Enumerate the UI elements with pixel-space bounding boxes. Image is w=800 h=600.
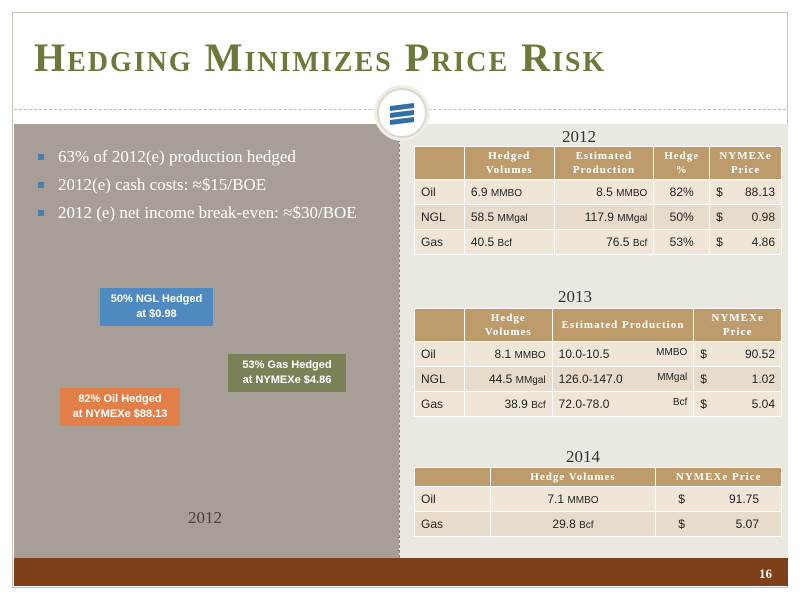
- logo-icon: [390, 103, 414, 125]
- price-cell: $5.07: [655, 511, 782, 537]
- table-header-cell: Hedge Volumes: [463, 308, 553, 342]
- production-cell: 72.0-78.0 Bcf: [551, 391, 695, 417]
- hedge-pct-cell: 53%: [653, 229, 711, 255]
- production-cell: 76.5 Bcf: [553, 229, 655, 255]
- bullet-text: 2012(e) cash costs: ≈$15/BOE: [58, 175, 267, 194]
- price-cell: $4.86: [709, 229, 782, 255]
- table-header-cell: Hedge Volumes: [489, 467, 657, 487]
- bullet-text: 63% of 2012(e) production hedged: [58, 147, 296, 166]
- callout-line: 50% NGL Hedged: [110, 293, 203, 305]
- table-2012-year: 2012: [562, 127, 596, 146]
- bullet-list: 63% of 2012(e) production hedged 2012(e)…: [36, 146, 376, 230]
- volume-cell: 29.8 Bcf: [489, 511, 657, 537]
- bullet-item: 63% of 2012(e) production hedged: [36, 146, 376, 168]
- table-header-row: Hedge Volumes NYMEXe Price: [414, 467, 782, 487]
- hedge-pct-cell: 82%: [653, 179, 711, 205]
- volume-cell: 38.9 Bcf: [463, 391, 553, 417]
- table-row: Oil 7.1 MMBO $91.75: [414, 486, 782, 512]
- page-number: 16: [759, 566, 772, 581]
- production-cell: 117.9 MMgal: [553, 204, 655, 230]
- table-row: Gas 40.5 Bcf 76.5 Bcf 53% $4.86: [414, 229, 782, 255]
- price-cell: $0.98: [709, 204, 782, 230]
- row-label: Gas: [414, 391, 465, 417]
- table-row: Gas 38.9 Bcf 72.0-78.0 Bcf $5.04: [414, 391, 782, 417]
- price-cell: $91.75: [655, 486, 782, 512]
- callout-line: at NYMEXe $88.13: [72, 408, 168, 420]
- row-label: Oil: [414, 486, 491, 512]
- chart-year-label: 2012: [188, 508, 222, 527]
- hedge-table-2013: Hedge Volumes Estimated Production NYMEX…: [414, 308, 782, 417]
- bullet-text: 2012 (e) net income break-even: ≈$30/BOE: [58, 203, 357, 222]
- callout-line: 82% Oil Hedged: [78, 393, 162, 405]
- table-header-row: Hedge Volumes Estimated Production NYMEX…: [414, 308, 782, 342]
- table-header-cell: Estimated Production: [553, 146, 655, 180]
- price-cell: $5.04: [693, 391, 782, 417]
- volume-cell: 44.5 MMgal: [463, 366, 553, 392]
- row-label: Gas: [414, 511, 491, 537]
- left-panel: [14, 124, 399, 558]
- production-cell: 126.0-147.0 MMgal: [551, 366, 695, 392]
- production-cell: 10.0-10.5 MMBO: [551, 341, 695, 367]
- hedge-table-2012: Hedged Volumes Estimated Production Hedg…: [414, 146, 782, 255]
- volume-cell: 8.1 MMBO: [463, 341, 553, 367]
- table-header-cell: [414, 146, 465, 180]
- table-header-cell: NYMEXe Price: [655, 467, 782, 487]
- volume-cell: 40.5 Bcf: [463, 229, 555, 255]
- bullet-marker-icon: [38, 182, 44, 188]
- row-label: NGL: [414, 204, 465, 230]
- table-header-cell: NYMEXe Price: [693, 308, 782, 342]
- callout-line: at $0.98: [136, 308, 177, 320]
- row-label: NGL: [414, 366, 465, 392]
- panel-divider: [399, 124, 400, 558]
- table-2013-year: 2013: [558, 287, 592, 306]
- row-label: Gas: [414, 229, 465, 255]
- oil-hedge-callout: 82% Oil Hedged at NYMEXe $88.13: [60, 388, 180, 426]
- bullet-marker-icon: [38, 154, 44, 160]
- volume-cell: 6.9 MMBO: [463, 179, 555, 205]
- table-row: Oil 8.1 MMBO 10.0-10.5 MMBO $90.52: [414, 341, 782, 367]
- table-header-cell: [414, 467, 491, 487]
- production-cell: 8.5 MMBO: [553, 179, 655, 205]
- slide-title: Hedging Minimizes Price Risk: [34, 35, 607, 80]
- bullet-marker-icon: [38, 210, 44, 216]
- footer-bar: [14, 558, 788, 586]
- volume-cell: 7.1 MMBO: [489, 486, 657, 512]
- table-header-cell: Hedge %: [653, 146, 711, 180]
- price-cell: $90.52: [693, 341, 782, 367]
- table-2014-year: 2014: [566, 447, 600, 466]
- hedge-table-2014: Hedge Volumes NYMEXe Price Oil 7.1 MMBO …: [414, 467, 782, 537]
- price-cell: $88.13: [709, 179, 782, 205]
- table-header-cell: Estimated Production: [551, 308, 695, 342]
- table-row: Gas 29.8 Bcf $5.07: [414, 511, 782, 537]
- price-cell: $1.02: [693, 366, 782, 392]
- table-header-row: Hedged Volumes Estimated Production Hedg…: [414, 146, 782, 180]
- company-logo: [377, 88, 427, 138]
- gas-hedge-callout: 53% Gas Hedged at NYMEXe $4.86: [228, 354, 346, 392]
- hedge-pct-cell: 50%: [653, 204, 711, 230]
- table-row: Oil 6.9 MMBO 8.5 MMBO 82% $88.13: [414, 179, 782, 205]
- table-row: NGL 44.5 MMgal 126.0-147.0 MMgal $1.02: [414, 366, 782, 392]
- callout-line: at NYMEXe $4.86: [242, 374, 332, 386]
- table-header-cell: [414, 308, 465, 342]
- table-header-cell: NYMEXe Price: [709, 146, 782, 180]
- bullet-item: 2012 (e) net income break-even: ≈$30/BOE: [36, 202, 376, 224]
- ngl-hedge-callout: 50% NGL Hedged at $0.98: [100, 288, 213, 326]
- volume-cell: 58.5 MMgal: [463, 204, 555, 230]
- table-header-cell: Hedged Volumes: [463, 146, 555, 180]
- table-row: NGL 58.5 MMgal 117.9 MMgal 50% $0.98: [414, 204, 782, 230]
- row-label: Oil: [414, 341, 465, 367]
- row-label: Oil: [414, 179, 465, 205]
- callout-line: 53% Gas Hedged: [242, 359, 332, 371]
- bullet-item: 2012(e) cash costs: ≈$15/BOE: [36, 174, 376, 196]
